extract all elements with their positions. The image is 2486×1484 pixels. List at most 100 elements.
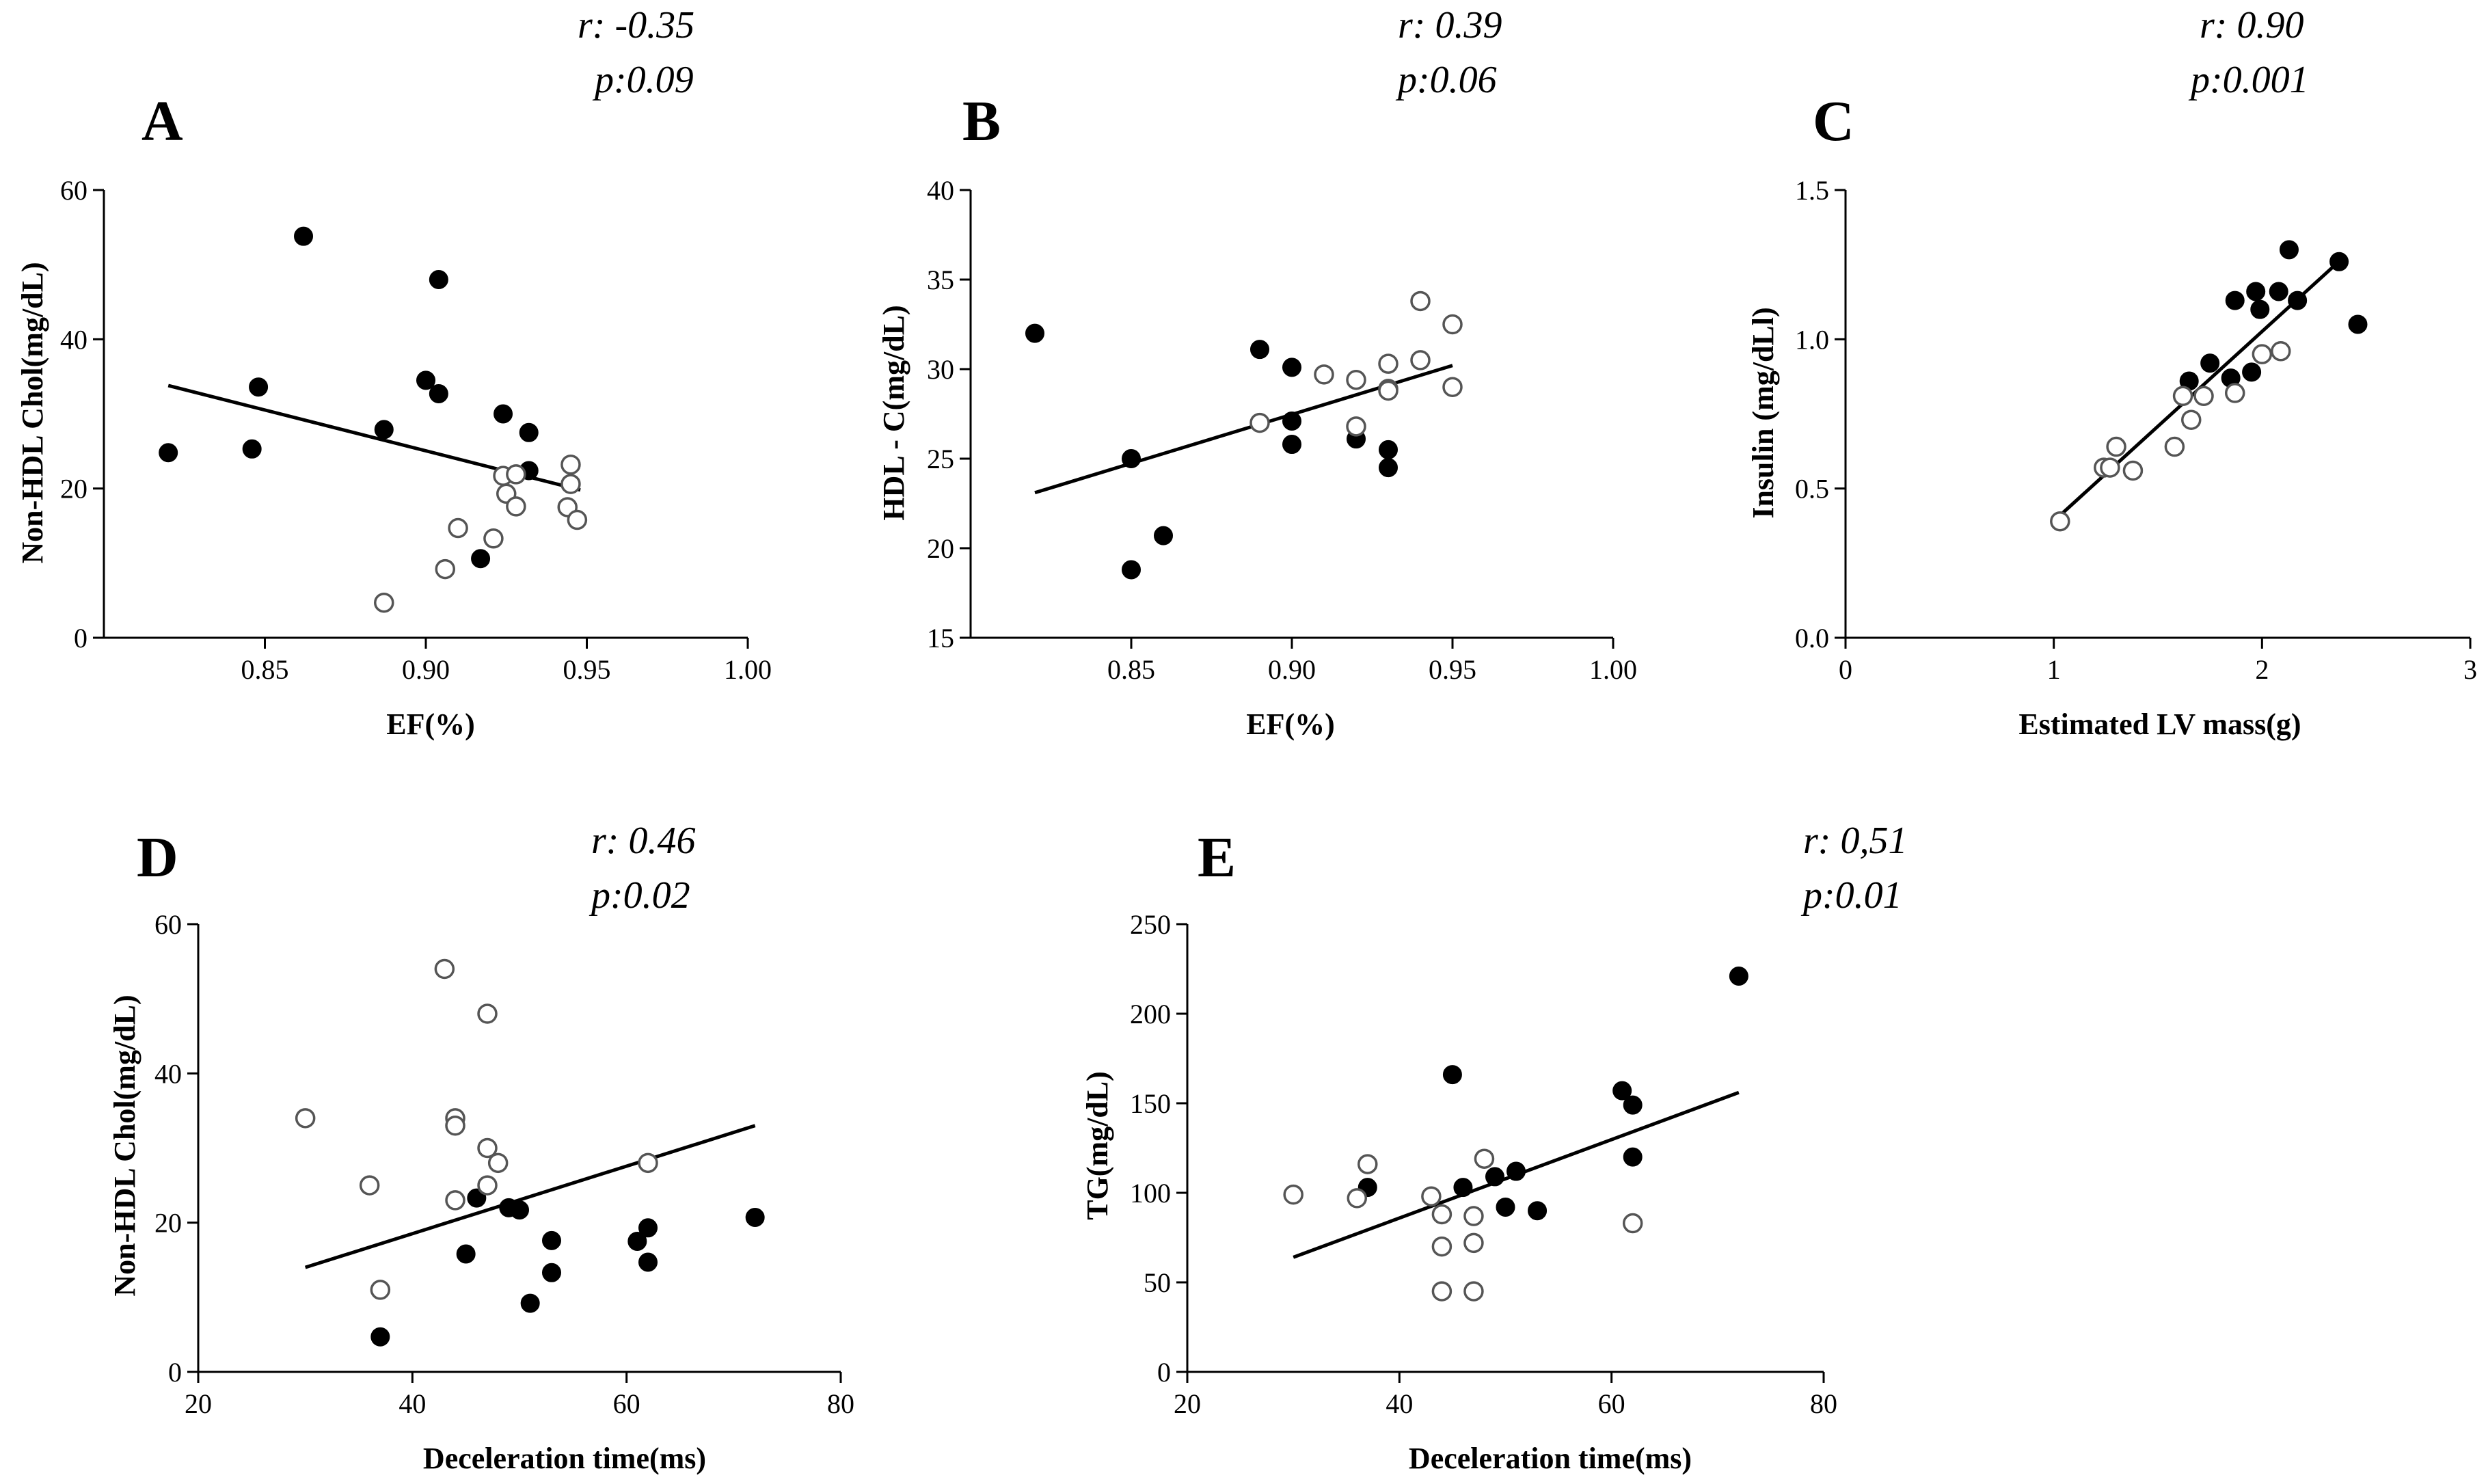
panel-c-x-axis-label: Estimated LV mass(g) [2018, 707, 2301, 741]
panel-a-open-point [448, 517, 468, 539]
panel-c-open-point [2164, 436, 2185, 457]
panel-d-label: D [137, 826, 178, 889]
panel-b-label: B [962, 90, 1001, 153]
panel-d-open-point [638, 1152, 658, 1174]
panel-c-r-value: r: 0.90 [2200, 4, 2303, 46]
panel-c-filled-point [2329, 252, 2349, 271]
panel-a-y-axis-label: Non-HDL Chol(mg/dL) [16, 262, 49, 563]
panel-c-open-point [2180, 409, 2202, 430]
panel-b-x-axis-label: EF(%) [1246, 707, 1335, 741]
panel-d-x-tick-label: 80 [827, 1388, 854, 1419]
panel-e-filled-point [1623, 1095, 1643, 1115]
panel-b-filled-point [1282, 435, 1301, 455]
panel-c-open-point [2100, 457, 2120, 478]
panel-a-filled-point [159, 443, 178, 463]
panel-a-filled-point [471, 549, 491, 569]
panel-e-filled-point [1485, 1167, 1504, 1187]
panel-c-open-point [2122, 460, 2144, 481]
panel-c-open-point [2050, 511, 2070, 532]
panel-b-y-tick-label: 35 [927, 265, 954, 295]
panel-a-filled-point [242, 439, 262, 459]
panel-e-y-tick-label: 50 [1144, 1267, 1171, 1298]
panel-b-r-value: r: 0.39 [1398, 4, 1502, 46]
panel-b-y-tick-label: 20 [927, 533, 954, 564]
panel-d-open-point [434, 958, 455, 980]
panel-e-filled-point [1453, 1178, 1473, 1198]
panel-d-open-point [295, 1108, 316, 1129]
panel-d-open-point [477, 1003, 498, 1024]
panel-a-filled-point [294, 226, 314, 246]
panel-b-filled-point [1025, 323, 1044, 343]
panel-e-x-tick-label: 60 [1598, 1388, 1625, 1419]
panel-d-open-point [445, 1116, 465, 1136]
panel-e-y-tick-label: 200 [1130, 999, 1171, 1029]
panel-e-p-value: p:0.01 [1800, 874, 1902, 917]
panel-b-x-tick-label: 0.95 [1429, 654, 1476, 685]
panel-d-filled-point [520, 1293, 540, 1313]
panel-a-y-tick-label: 20 [60, 474, 87, 504]
panel-a-filled-point [494, 404, 513, 424]
panel-d-filled-point [542, 1230, 561, 1250]
panel-b-open-point [1314, 364, 1334, 385]
panel-e-filled-point [1612, 1081, 1632, 1101]
panel-b-filled-point [1379, 458, 1398, 478]
panel-d-filled-point [370, 1327, 390, 1347]
panel-b-open-point [1410, 350, 1431, 370]
panel-e-open-point [1431, 1204, 1453, 1225]
panel-a-r-value: r: -0.35 [578, 4, 694, 46]
panel-d-open-point [445, 1190, 465, 1211]
panel-e-filled-point [1729, 966, 1748, 986]
panel-e-x-axis-label: Deceleration time(ms) [1409, 1442, 1692, 1475]
panel-d-y-tick-label: 0 [168, 1357, 182, 1388]
panel-e-open-point [1421, 1186, 1442, 1206]
panel-e-label: E [1198, 826, 1236, 889]
panel-b-open-point [1346, 416, 1366, 437]
panel-b-x-tick-label: 1.00 [1589, 654, 1637, 685]
panel-e-x-tick-label: 20 [1174, 1388, 1201, 1419]
panel-e-y-tick-label: 250 [1130, 909, 1171, 940]
panel-b-open-point [1442, 377, 1463, 397]
panel-c-y-tick-label: 1.0 [1795, 324, 1829, 355]
panel-a-x-tick-label: 0.90 [402, 654, 450, 685]
panel-e-filled-point [1496, 1197, 1515, 1217]
panel-b-open-point [1378, 380, 1399, 401]
panel-d-x-axis-label: Deceleration time(ms) [423, 1442, 706, 1475]
panel-a-filled-point [374, 420, 394, 440]
panel-e-y-axis-label: TG(mg/dL) [1081, 1071, 1114, 1220]
panel-c-y-tick-label: 0.5 [1795, 474, 1829, 504]
panel-c-open-point [2106, 436, 2126, 457]
panel-a-open-point [435, 558, 456, 580]
panel-a-open-point [483, 528, 504, 549]
panel-d-filled-point [638, 1252, 658, 1272]
panel-a-x-tick-label: 1.00 [724, 654, 772, 685]
panel-d-fit-line [304, 1124, 756, 1269]
panel-c-filled-point [2225, 291, 2245, 310]
panel-b-plot: 15 20 25 30 35 40 0.85 0.90 0.95 1.00 [927, 175, 1637, 685]
panel-c-filled-point [2246, 282, 2266, 301]
panel-d-x-tick-label: 40 [398, 1388, 426, 1419]
panel-d-x-tick-label: 20 [185, 1388, 212, 1419]
panel-d-filled-point [638, 1218, 658, 1238]
panel-c-filled-point [2269, 282, 2288, 301]
panel-d-y-tick-label: 60 [154, 909, 182, 940]
panel-d-y-tick-label: 20 [154, 1208, 182, 1239]
panel-b-filled-point [1250, 340, 1269, 360]
panel-c-open-point [2271, 341, 2291, 362]
panel-a-label: A [141, 90, 183, 153]
panel-a: A r: -0.35 p:0.09 EF(%) Non-HDL Chol(mg/… [16, 4, 772, 741]
panel-d-filled-point [510, 1200, 529, 1220]
panel-c-open-point [2252, 344, 2273, 364]
panel-a-open-point [567, 509, 588, 530]
panel-a-p-value: p:0.09 [592, 59, 694, 101]
panel-d-open-point [359, 1175, 380, 1196]
panel-c-filled-point [2250, 299, 2270, 319]
panel-b-p-value: p:0.06 [1395, 59, 1497, 101]
panel-e-filled-point [1507, 1161, 1526, 1181]
panel-c-y-tick-label: 0.0 [1795, 623, 1829, 653]
panel-b-open-point [1249, 412, 1270, 433]
panel-e-open-point [1463, 1206, 1484, 1226]
panel-c-x-tick-label: 1 [2047, 654, 2061, 685]
panel-a-open-point [560, 454, 581, 475]
